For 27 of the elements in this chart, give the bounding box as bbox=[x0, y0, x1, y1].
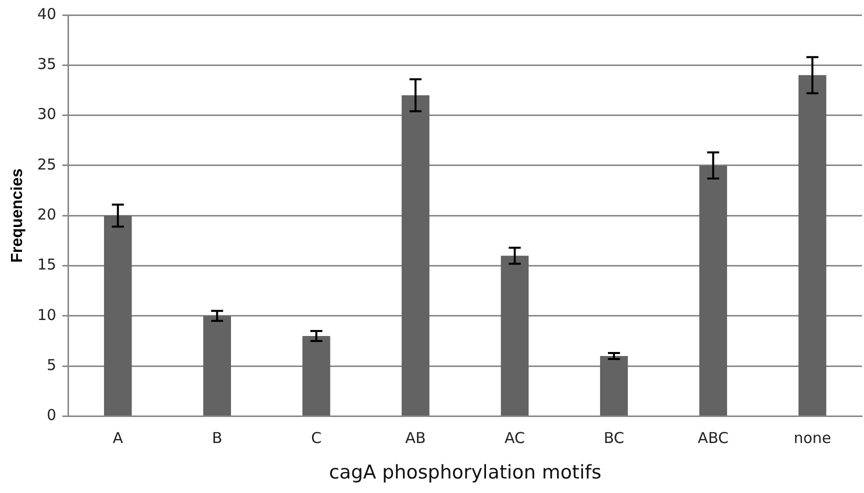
y-tick-label: 10 bbox=[37, 306, 56, 324]
bar bbox=[104, 216, 132, 416]
y-tick-label: 15 bbox=[37, 256, 56, 274]
y-tick-label: 20 bbox=[37, 205, 56, 224]
bar bbox=[302, 336, 330, 416]
y-tick-label: 30 bbox=[37, 105, 56, 124]
x-tick-label: AB bbox=[405, 429, 426, 448]
y-tick-label: 35 bbox=[37, 55, 56, 74]
x-tick-label: BC bbox=[604, 429, 624, 448]
y-axis-title: Frequencies bbox=[9, 168, 26, 263]
x-axis-title: cagA phosphorylation motifs bbox=[328, 462, 602, 484]
x-tick-label: C bbox=[311, 429, 322, 448]
bar bbox=[798, 75, 826, 416]
x-tick-label: AC bbox=[504, 429, 525, 448]
bar bbox=[500, 256, 529, 416]
y-tick-label: 0 bbox=[46, 406, 56, 424]
y-tick-label: 40 bbox=[37, 4, 56, 23]
bar bbox=[699, 165, 728, 416]
y-tick-label: 25 bbox=[37, 155, 56, 174]
x-tick-label: A bbox=[112, 429, 124, 448]
bar bbox=[600, 356, 628, 416]
bar bbox=[402, 95, 430, 416]
bar bbox=[203, 316, 231, 416]
y-tick-label: 5 bbox=[46, 356, 56, 374]
x-tick-label: B bbox=[212, 429, 222, 448]
x-tick-label: ABC bbox=[698, 429, 729, 448]
x-tick-label: none bbox=[794, 429, 832, 448]
